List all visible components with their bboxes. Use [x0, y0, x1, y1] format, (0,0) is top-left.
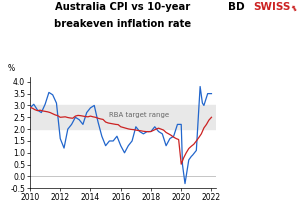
- Text: Australia CPI vs 10-year: Australia CPI vs 10-year: [56, 2, 190, 12]
- Text: BD: BD: [228, 2, 244, 12]
- Text: %: %: [8, 64, 15, 73]
- Text: ⬆: ⬆: [290, 2, 300, 13]
- Bar: [30, 106, 216, 129]
- Text: breakeven inflation rate: breakeven inflation rate: [54, 19, 192, 29]
- Text: RBA target range: RBA target range: [109, 112, 169, 118]
- Text: SWISS: SWISS: [254, 2, 291, 12]
